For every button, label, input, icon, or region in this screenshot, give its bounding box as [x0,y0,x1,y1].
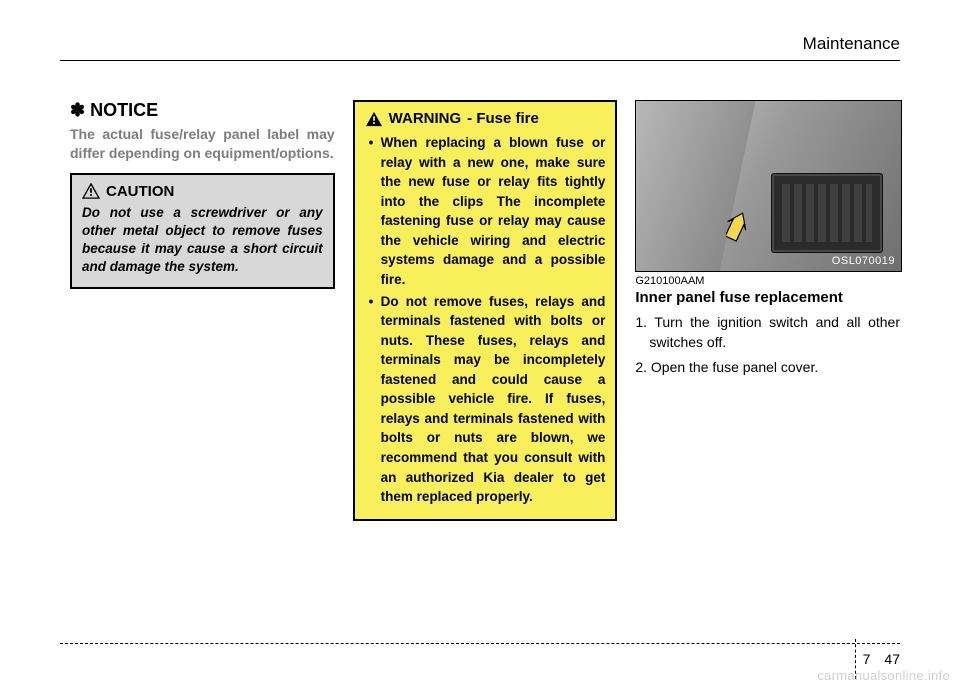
figure-label: OSL070019 [832,255,895,267]
warning-box: WARNING - Fuse fire When replacing a blo… [353,100,618,521]
section-header: Maintenance [795,34,900,54]
column-middle: WARNING - Fuse fire When replacing a blo… [353,100,618,619]
page-number-value: 47 [884,651,900,667]
caution-body: Do not use a screwdriver or any other me… [82,204,323,277]
procedure-step: 1. Turn the ignition switch and all othe… [635,312,900,353]
manual-page: Maintenance ✽ NOTICE The actual fuse/rel… [0,0,960,689]
column-left: ✽ NOTICE The actual fuse/relay panel lab… [70,100,335,619]
dashboard-illustration [636,101,901,271]
footer-rule [60,643,900,644]
chapter-number: 7 [863,651,871,667]
notice-body: The actual fuse/relay panel label may di… [70,125,335,163]
warning-triangle-icon [365,111,383,127]
warning-subtitle: - Fuse fire [467,110,539,127]
warning-header: WARNING - Fuse fire [365,110,606,127]
fusebox-illustration [771,173,883,253]
warning-list: When replacing a blown fuse or relay wit… [365,133,606,507]
warning-item: When replacing a blown fuse or relay wit… [369,133,606,290]
procedure-steps: 1. Turn the ignition switch and all othe… [635,312,900,377]
figure-illustration: OSL070019 [635,100,902,272]
callout-arrow-icon [726,211,752,245]
content-columns: ✽ NOTICE The actual fuse/relay panel lab… [70,100,900,619]
caution-box: CAUTION Do not use a screwdriver or any … [70,173,335,289]
warning-item: Do not remove fuses, relays and terminal… [369,292,606,507]
figure-code: G210100AAM [635,275,900,287]
caution-header: CAUTION [82,183,323,200]
warning-title: WARNING [389,110,462,127]
watermark: carmanualsonline.info [817,668,950,683]
page-number: 7 47 [863,651,900,667]
procedure-heading: Inner panel fuse replacement [635,289,900,306]
header-rule [60,60,900,61]
caution-title: CAUTION [106,183,174,200]
notice-title: ✽ NOTICE [70,100,335,121]
warning-triangle-icon [82,183,100,199]
column-right: OSL070019 G210100AAM Inner panel fuse re… [635,100,900,619]
procedure-step: 2. Open the fuse panel cover. [635,357,900,377]
